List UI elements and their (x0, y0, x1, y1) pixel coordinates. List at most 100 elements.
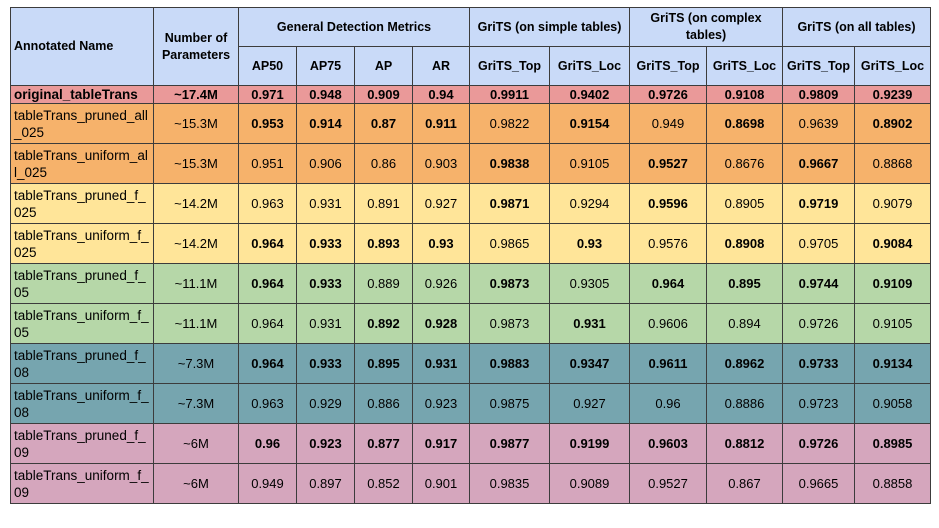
metric-cell: 0.971 (238, 85, 297, 104)
metric-cell: 0.9606 (629, 303, 707, 344)
header-group-complex: GriTS (on complex tables) (629, 7, 783, 47)
metric-cell: 0.9058 (854, 383, 931, 424)
metric-cell: 0.8868 (854, 143, 931, 184)
table-row: tableTrans_uniform_f_08 ~7.3M 0.963 0.929 0.… (10, 383, 931, 424)
metric-cell: 0.8985 (854, 423, 931, 464)
metric-cell: 0.894 (706, 303, 783, 344)
metric-cell: 0.964 (238, 263, 297, 304)
row-name: tableTrans_pruned_f_08 (10, 343, 154, 384)
metric-cell: 0.8905 (706, 183, 783, 224)
row-params: ~7.3M (153, 343, 239, 384)
metric-cell: 0.93 (412, 223, 470, 264)
metric-cell: 0.9603 (629, 423, 707, 464)
metric-cell: 0.9822 (469, 103, 550, 144)
metric-cell: 0.8902 (854, 103, 931, 144)
metric-cell: 0.9865 (469, 223, 550, 264)
header-col-all-top: GriTS_Top (782, 46, 855, 86)
metric-cell: 0.949 (238, 463, 297, 504)
metric-cell: 0.86 (354, 143, 413, 184)
metric-cell: 0.889 (354, 263, 413, 304)
metric-cell: 0.9665 (782, 463, 855, 504)
header-group-simple: GriTS (on simple tables) (469, 7, 630, 47)
metric-cell: 0.9611 (629, 343, 707, 384)
metric-cell: 0.93 (549, 223, 630, 264)
table-row: tableTrans_uniform_f_05 ~11.1M 0.964 0.931 0… (10, 303, 931, 344)
row-params: ~15.3M (153, 143, 239, 184)
metric-cell: 0.931 (412, 343, 470, 384)
metric-cell: 0.928 (412, 303, 470, 344)
metric-cell: 0.9873 (469, 303, 550, 344)
metric-cell: 0.96 (238, 423, 297, 464)
metric-cell: 0.953 (238, 103, 297, 144)
table-row: tableTrans_pruned_f_05 ~11.1M 0.964 0.933 0.… (10, 263, 931, 304)
metric-cell: 0.9873 (469, 263, 550, 304)
metric-cell: 0.9402 (549, 85, 630, 104)
row-name: tableTrans_pruned_all_025 (10, 103, 154, 144)
metric-cell: 0.9875 (469, 383, 550, 424)
metric-cell: 0.933 (296, 343, 355, 384)
metric-cell: 0.891 (354, 183, 413, 224)
metric-cell: 0.8962 (706, 343, 783, 384)
row-name: tableTrans_uniform_all_025 (10, 143, 154, 184)
metric-cell: 0.9347 (549, 343, 630, 384)
metric-cell: 0.964 (238, 223, 297, 264)
metric-cell: 0.964 (238, 343, 297, 384)
table-row: tableTrans_uniform_f_09 ~6M 0.949 0.897 0.85… (10, 463, 931, 504)
row-params: ~15.3M (153, 103, 239, 144)
metric-cell: 0.917 (412, 423, 470, 464)
metric-cell: 0.923 (296, 423, 355, 464)
metric-cell: 0.9527 (629, 143, 707, 184)
metric-cell: 0.906 (296, 143, 355, 184)
metric-cell: 0.9871 (469, 183, 550, 224)
header-annotated-name: Annotated Name (10, 7, 154, 86)
metric-cell: 0.9835 (469, 463, 550, 504)
row-name: tableTrans_uniform_f_025 (10, 223, 154, 264)
row-name: original_tableTrans (10, 85, 154, 104)
metric-cell: 0.9838 (469, 143, 550, 184)
metric-cell: 0.9705 (782, 223, 855, 264)
metric-cell: 0.926 (412, 263, 470, 304)
row-name: tableTrans_uniform_f_05 (10, 303, 154, 344)
row-name: tableTrans_uniform_f_09 (10, 463, 154, 504)
table-row: tableTrans_pruned_f_08 ~7.3M 0.964 0.933 0.8… (10, 343, 931, 384)
metric-cell: 0.927 (549, 383, 630, 424)
metric-cell: 0.948 (296, 85, 355, 104)
metric-cell: 0.9105 (854, 303, 931, 344)
metric-cell: 0.963 (238, 183, 297, 224)
metric-cell: 0.8812 (706, 423, 783, 464)
metric-cell: 0.9294 (549, 183, 630, 224)
metric-cell: 0.9877 (469, 423, 550, 464)
metric-cell: 0.933 (296, 263, 355, 304)
metric-cell: 0.893 (354, 223, 413, 264)
row-params: ~6M (153, 423, 239, 464)
metric-cell: 0.927 (412, 183, 470, 224)
metric-cell: 0.877 (354, 423, 413, 464)
row-params: ~7.3M (153, 383, 239, 424)
metric-cell: 0.9726 (782, 423, 855, 464)
metric-cell: 0.9079 (854, 183, 931, 224)
header-col-ap75: AP75 (296, 46, 355, 86)
table-row: original_tableTrans ~17.4M 0.971 0.948 0.909… (10, 85, 931, 104)
metric-cell: 0.96 (629, 383, 707, 424)
metric-cell: 0.895 (706, 263, 783, 304)
row-params: ~6M (153, 463, 239, 504)
metric-cell: 0.886 (354, 383, 413, 424)
metric-cell: 0.8858 (854, 463, 931, 504)
metric-cell: 0.923 (412, 383, 470, 424)
metric-cell: 0.8908 (706, 223, 783, 264)
header-num-params: Number of Parameters (153, 7, 239, 86)
metric-cell: 0.951 (238, 143, 297, 184)
header-col-all-loc: GriTS_Loc (854, 46, 931, 86)
row-name: tableTrans_pruned_f_05 (10, 263, 154, 304)
metric-cell: 0.87 (354, 103, 413, 144)
metric-cell: 0.909 (354, 85, 413, 104)
metric-cell: 0.933 (296, 223, 355, 264)
metric-cell: 0.9108 (706, 85, 783, 104)
metric-cell: 0.9089 (549, 463, 630, 504)
table-row: tableTrans_pruned_f_025 ~14.2M 0.963 0.931 0… (10, 183, 931, 224)
metric-cell: 0.931 (296, 303, 355, 344)
metric-cell: 0.9719 (782, 183, 855, 224)
metric-cell: 0.911 (412, 103, 470, 144)
table-row: tableTrans_pruned_all_025 ~15.3M 0.953 0.91… (10, 103, 931, 144)
table-container: Annotated Name Number of Parameters Gene… (10, 7, 931, 504)
